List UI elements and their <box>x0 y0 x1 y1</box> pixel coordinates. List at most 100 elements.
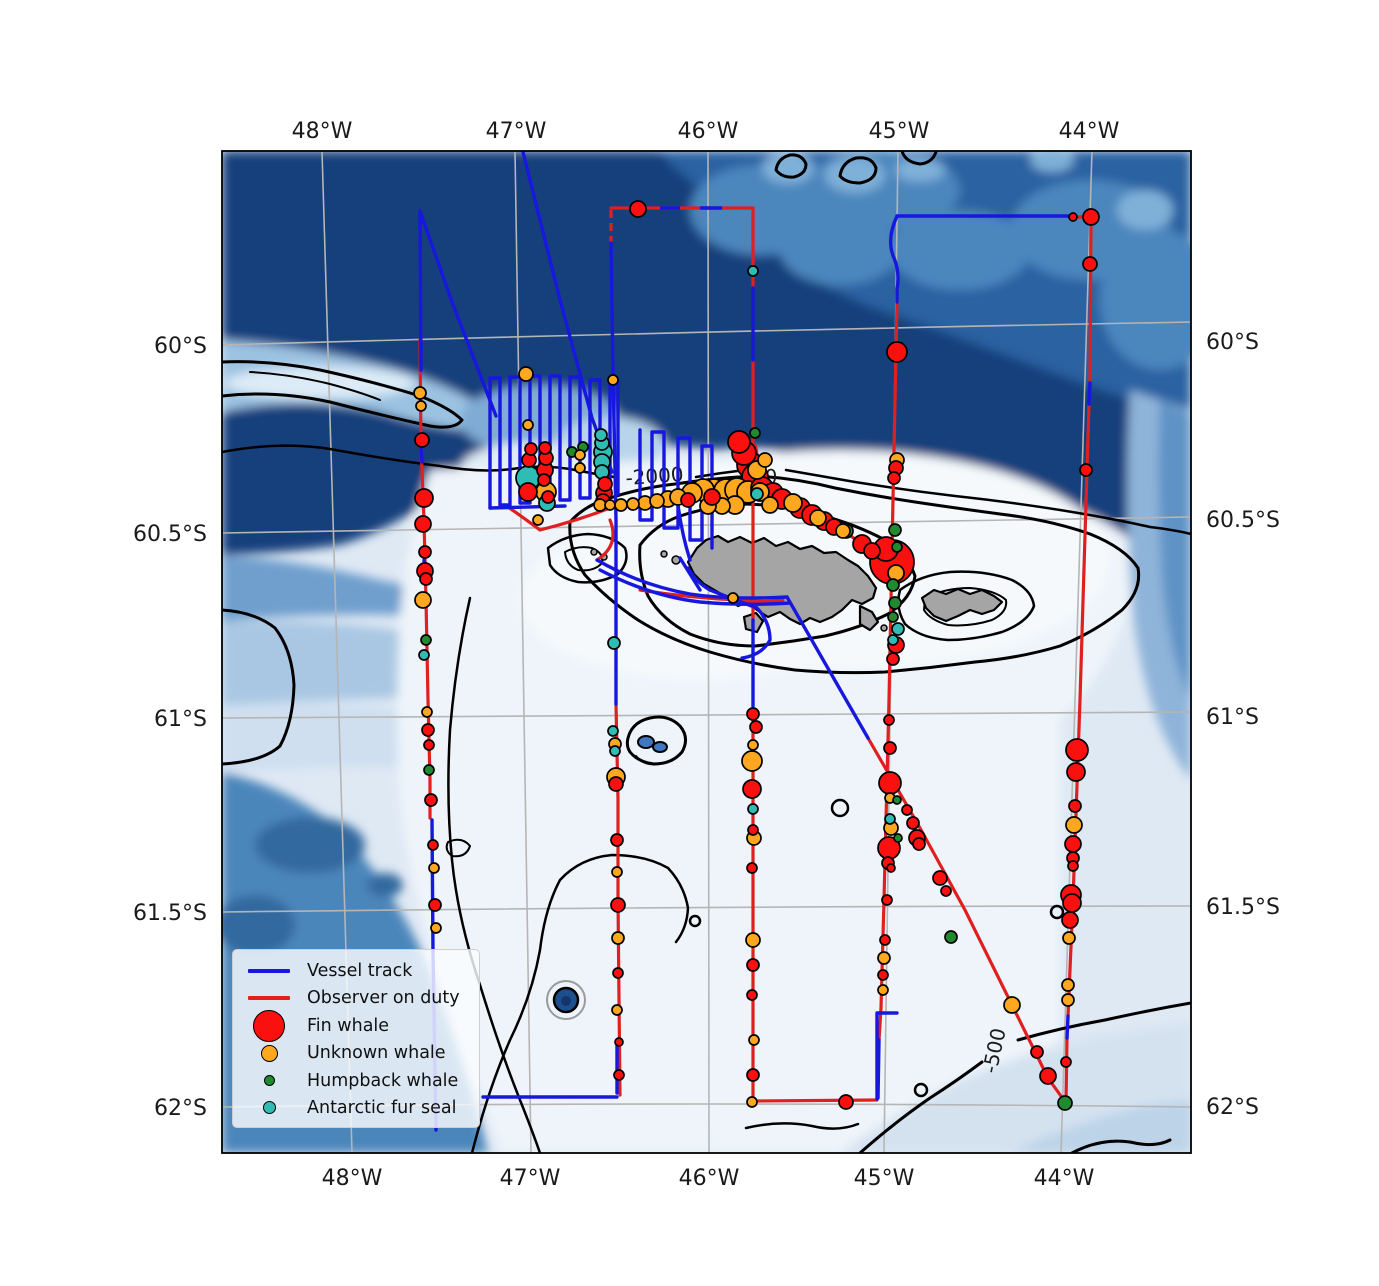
legend-label: Vessel track <box>307 961 413 981</box>
axis-tick-label: 61°S <box>154 707 207 732</box>
vessel-track-line <box>1065 381 1092 1040</box>
sighting-marker-humpback-whale <box>944 930 958 944</box>
sighting-marker-unknown-whale <box>428 862 440 874</box>
sighting-marker-fin-whale <box>746 707 760 721</box>
sighting-marker-unknown-whale <box>761 496 779 514</box>
axis-tick-label: 60.5°S <box>1206 508 1280 533</box>
sighting-marker-fin-whale <box>746 989 758 1001</box>
legend-label: Fin whale <box>307 1015 390 1036</box>
sighting-marker-antarctic-fur-seal <box>607 725 619 737</box>
sighting-marker-fin-whale <box>1030 1045 1044 1059</box>
sighting-marker-fin-whale <box>629 200 647 218</box>
sighting-marker-unknown-whale <box>1065 816 1083 834</box>
sighting-marker-unknown-whale <box>745 932 761 948</box>
sighting-marker-fin-whale <box>612 967 624 979</box>
humpback-whale-circle-icon <box>243 1075 295 1087</box>
sighting-marker-antarctic-fur-seal <box>891 622 905 636</box>
axis-tick-label: 61°S <box>1206 705 1259 730</box>
sighting-marker-fin-whale <box>1060 1056 1072 1068</box>
map-frame <box>221 150 1192 1154</box>
vessel-track-line <box>609 241 618 706</box>
legend: Vessel track Observer on duty Fin whale … <box>232 949 480 1128</box>
sighting-marker-humpback-whale <box>888 523 902 537</box>
sighting-marker-humpback-whale <box>749 427 761 439</box>
axis-tick-label: 61.5°S <box>133 901 207 926</box>
legend-label: Observer on duty <box>307 988 460 1009</box>
sighting-marker-fin-whale <box>747 824 759 836</box>
sighting-marker-unknown-whale <box>887 564 905 582</box>
sighting-marker-antarctic-fur-seal <box>887 634 899 646</box>
sighting-marker-fin-whale <box>610 833 624 847</box>
sighting-marker-fin-whale <box>906 816 920 830</box>
axis-tick-label: 60.5°S <box>133 522 207 547</box>
legend-item-antarctic-fur-seal: Antarctic fur seal <box>243 1095 469 1121</box>
sighting-marker-fin-whale <box>423 739 435 751</box>
sighting-marker-fin-whale <box>608 776 624 792</box>
axis-tick-label: 44°W <box>1059 119 1120 144</box>
axis-tick-label: 46°W <box>678 119 739 144</box>
observer-track-line <box>595 518 615 562</box>
sighting-marker-fin-whale <box>610 897 626 913</box>
sighting-layer <box>413 200 1100 1111</box>
legend-label: Antarctic fur seal <box>307 1097 457 1118</box>
sighting-marker-fin-whale <box>424 793 438 807</box>
vessel-track-line <box>418 209 498 418</box>
sighting-marker-humpback-whale <box>420 634 432 646</box>
sighting-marker-unknown-whale <box>611 866 623 878</box>
sighting-marker-humpback-whale <box>893 833 903 843</box>
sighting-marker-fin-whale <box>886 863 896 873</box>
fin-whale-circle-icon <box>243 1009 295 1042</box>
sighting-marker-fin-whale <box>878 771 902 795</box>
sighting-marker-unknown-whale <box>741 750 763 772</box>
sighting-marker-fin-whale <box>414 432 430 448</box>
legend-item-observer-on-duty: Observer on duty <box>243 985 469 1011</box>
sighting-marker-fin-whale <box>1082 256 1098 272</box>
sighting-marker-fin-whale <box>863 542 881 560</box>
sighting-marker-unknown-whale <box>835 523 851 539</box>
sighting-marker-fin-whale <box>879 934 891 946</box>
sighting-marker-fin-whale <box>746 862 758 874</box>
vessel-track-line <box>686 566 772 660</box>
sighting-marker-unknown-whale <box>1061 993 1075 1007</box>
antarctic-fur-seal-circle-icon <box>243 1101 295 1115</box>
sighting-marker-unknown-whale <box>574 462 586 474</box>
sighting-marker-unknown-whale <box>748 1034 760 1046</box>
sighting-marker-fin-whale <box>746 958 760 972</box>
sighting-marker-unknown-whale <box>626 497 640 511</box>
sighting-marker-unknown-whale <box>1061 978 1075 992</box>
sighting-marker-fin-whale <box>1082 208 1100 226</box>
sighting-marker-fin-whale <box>886 341 908 363</box>
sighting-marker-fin-whale <box>887 471 901 485</box>
sighting-marker-fin-whale <box>419 572 433 586</box>
sighting-marker-antarctic-fur-seal <box>747 265 759 277</box>
sighting-marker-unknown-whale <box>611 931 625 945</box>
sighting-marker-antarctic-fur-seal <box>418 649 430 661</box>
sighting-marker-fin-whale <box>613 1069 625 1081</box>
sighting-marker-fin-whale <box>1064 835 1082 853</box>
sighting-marker-unknown-whale <box>1003 996 1021 1014</box>
sighting-marker-unknown-whale <box>522 419 534 431</box>
sighting-marker-unknown-whale <box>430 922 442 934</box>
sighting-marker-unknown-whale <box>574 449 586 461</box>
axis-tick-label: 60°S <box>154 334 207 359</box>
vessel-track-line <box>876 1038 881 1100</box>
sighting-marker-fin-whale <box>1067 860 1079 872</box>
observer-track-line-icon <box>243 996 295 1001</box>
sighting-marker-fin-whale <box>421 723 435 737</box>
legend-item-fin-whale: Fin whale <box>243 1009 469 1042</box>
axis-tick-label: 48°W <box>292 119 353 144</box>
sighting-marker-unknown-whale <box>614 498 628 512</box>
legend-item-vessel-track: Vessel track <box>243 958 469 984</box>
contour-label: -2000 <box>625 462 685 490</box>
vessel-track-line-icon <box>243 969 295 973</box>
sighting-marker-unknown-whale <box>727 592 739 604</box>
vessel-track-line <box>888 214 900 304</box>
sighting-marker-unknown-whale <box>611 1004 623 1016</box>
vessel-track-line <box>785 595 870 740</box>
sighting-marker-humpback-whale <box>1057 1095 1073 1111</box>
sighting-marker-fin-whale <box>883 741 897 755</box>
sighting-marker-humpback-whale <box>891 541 903 553</box>
sighting-marker-fin-whale <box>680 492 696 508</box>
